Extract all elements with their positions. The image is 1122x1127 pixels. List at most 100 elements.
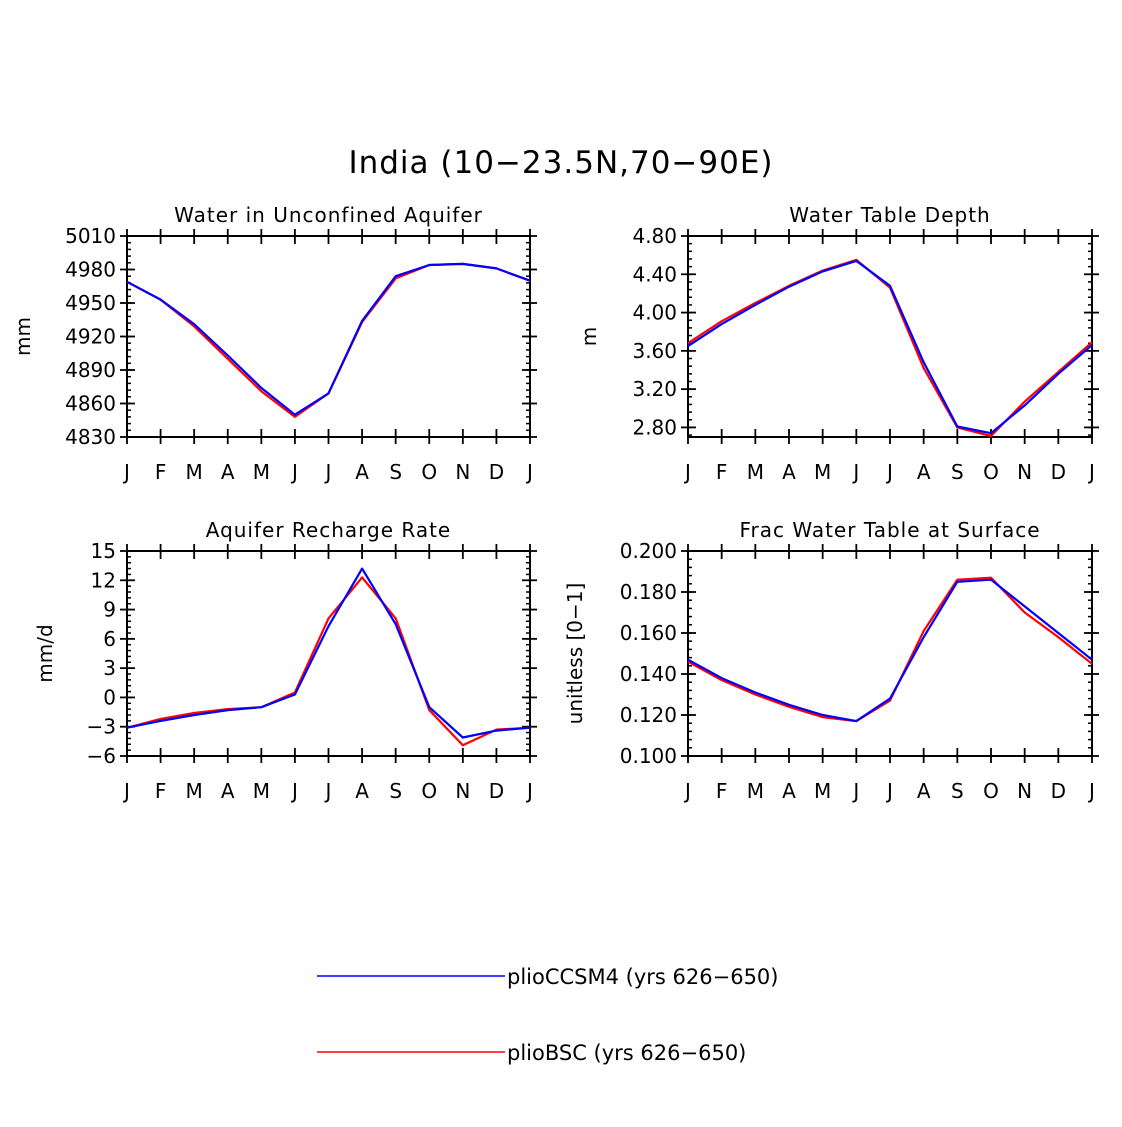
y-tick-label: 12 (91, 568, 116, 592)
panel-2: 2.803.203.604.004.404.80J F M A M J J A S O N D JWat… (577, 203, 1099, 484)
y-tick-label: 4920 (65, 325, 116, 349)
x-tick-label: N (1017, 460, 1032, 484)
x-tick-label: N (1017, 779, 1032, 803)
x-tick-label: D (489, 779, 504, 803)
x-tick-label: J (1087, 460, 1095, 484)
y-tick-label: 0.200 (620, 539, 677, 563)
x-tick-label: M (253, 460, 270, 484)
x-tick-label: M (814, 460, 831, 484)
series-line-pliobsc (687, 576, 1093, 723)
y-tick-label: −6 (87, 744, 116, 768)
x-tick-label: J (885, 460, 893, 484)
y-tick-label: 0 (103, 685, 116, 709)
x-tick-label: S (389, 460, 402, 484)
x-tick-label: M (747, 779, 764, 803)
y-tick-label: 3.20 (632, 377, 677, 401)
x-tick-label: J (290, 460, 298, 484)
x-tick-label: A (355, 460, 369, 484)
x-tick-label: A (917, 779, 931, 803)
x-tick-label: A (782, 460, 796, 484)
x-tick-label: N (455, 779, 470, 803)
y-tick-label: 15 (91, 539, 116, 563)
x-tick-label: F (716, 779, 728, 803)
x-tick-label: F (716, 460, 728, 484)
y-tick-label: 2.80 (632, 415, 677, 439)
x-tick-label: J (851, 460, 859, 484)
y-tick-label: 3 (103, 656, 116, 680)
series-line-pliocCSM4 (126, 262, 531, 416)
y-tick-label: 0.120 (620, 703, 677, 727)
x-tick-label: A (355, 779, 369, 803)
y-tick-label: 4.00 (632, 301, 677, 325)
x-tick-label: J (885, 779, 893, 803)
x-tick-label: O (983, 779, 999, 803)
x-tick-label: F (155, 460, 167, 484)
y-axis-label: mm (11, 317, 35, 356)
y-tick-label: 0.100 (620, 744, 677, 768)
x-tick-label: J (324, 779, 332, 803)
panel-title: Aquifer Recharge Rate (206, 518, 452, 542)
plot-frame (126, 235, 531, 438)
x-tick-label: M (253, 779, 270, 803)
x-tick-label: N (455, 460, 470, 484)
y-tick-label: 0.140 (620, 662, 677, 686)
x-tick-label: J (122, 779, 130, 803)
y-tick-label: 4980 (65, 258, 116, 282)
y-tick-label: 4890 (65, 358, 116, 382)
x-tick-label: F (155, 779, 167, 803)
plot-frame (687, 235, 1093, 438)
series-line-pliocCSM4 (687, 578, 1093, 723)
x-tick-label: M (186, 460, 203, 484)
y-tick-label: 9 (103, 598, 116, 622)
y-tick-label: 0.160 (620, 621, 677, 645)
plot-frame (687, 550, 1093, 757)
x-tick-label: J (290, 779, 298, 803)
x-tick-label: J (683, 779, 691, 803)
x-tick-label: J (683, 460, 691, 484)
x-tick-label: S (951, 779, 964, 803)
legend: plioCCSM4 (yrs 626−650) plioBSC (yrs 626−… (317, 965, 778, 1065)
x-tick-label: O (421, 460, 437, 484)
y-tick-label: 4.80 (632, 224, 677, 248)
y-tick-label: 4830 (65, 425, 116, 449)
x-tick-label: A (917, 460, 931, 484)
y-tick-label: 4950 (65, 291, 116, 315)
panel-title: Water in Unconfined Aquifer (174, 203, 483, 227)
x-tick-label: D (1051, 779, 1066, 803)
x-tick-label: M (186, 779, 203, 803)
y-tick-label: 4860 (65, 392, 116, 416)
x-tick-label: S (951, 460, 964, 484)
legend-label: plioBSC (yrs 626−650) (507, 1041, 746, 1065)
x-tick-label: J (122, 460, 130, 484)
x-tick-label: J (1087, 779, 1095, 803)
plot-frame (126, 550, 531, 757)
y-tick-label: 5010 (65, 224, 116, 248)
x-tick-label: J (324, 460, 332, 484)
x-tick-label: A (782, 779, 796, 803)
x-tick-label: J (851, 779, 859, 803)
x-tick-label: D (1051, 460, 1066, 484)
legend-label: plioCCSM4 (yrs 626−650) (507, 965, 778, 989)
figure-title: India (10−23.5N,70−90E) (348, 145, 774, 181)
x-tick-label: A (221, 460, 235, 484)
y-tick-label: 0.180 (620, 580, 677, 604)
y-tick-label: 4.40 (632, 262, 677, 286)
y-axis-label: unitless [0−1] (563, 583, 587, 725)
x-tick-label: J (525, 460, 533, 484)
x-tick-label: O (983, 460, 999, 484)
x-tick-label: J (525, 779, 533, 803)
series-line-pliocCSM4 (687, 259, 1093, 435)
panel-title: Frac Water Table at Surface (739, 518, 1040, 542)
x-tick-label: S (389, 779, 402, 803)
x-tick-label: M (747, 460, 764, 484)
panel-title: Water Table Depth (789, 203, 990, 227)
y-tick-label: 6 (103, 627, 116, 651)
y-axis-label: m (577, 327, 601, 346)
x-tick-label: D (489, 460, 504, 484)
y-tick-label: −3 (87, 715, 116, 739)
